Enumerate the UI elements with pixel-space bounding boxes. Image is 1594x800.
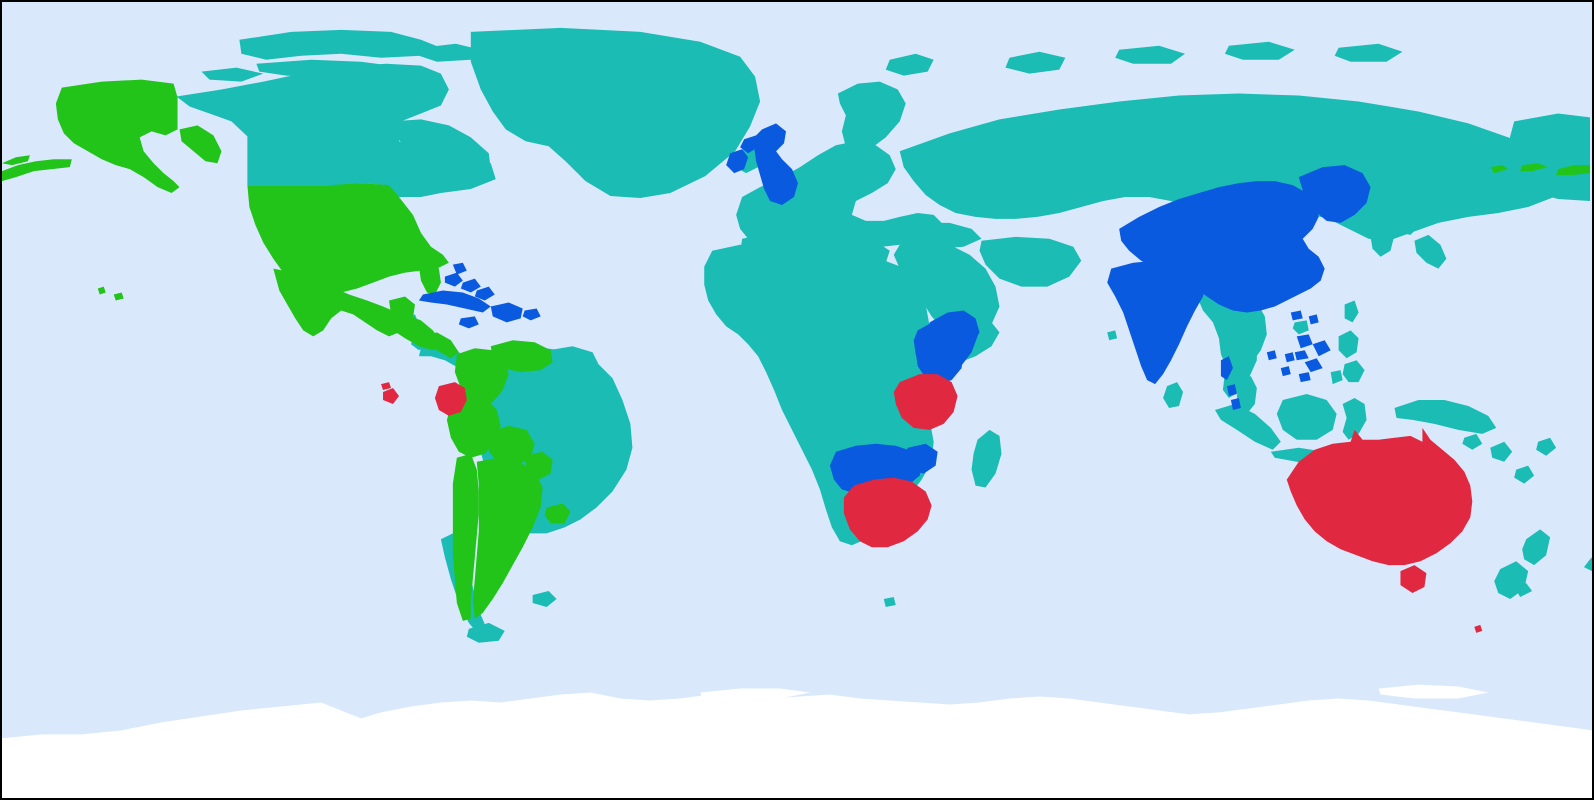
region-united-states[interactable] bbox=[247, 183, 449, 295]
region-zimbabwe[interactable] bbox=[903, 443, 938, 474]
region-madagascar[interactable] bbox=[971, 429, 1002, 488]
region-new-guinea[interactable] bbox=[1394, 400, 1497, 434]
region-turkey-caucasus[interactable] bbox=[887, 222, 982, 249]
region-florida[interactable] bbox=[418, 262, 441, 295]
region-china[interactable] bbox=[1119, 181, 1325, 313]
region-puerto-rico[interactable] bbox=[522, 308, 541, 321]
region-group-green bbox=[2, 79, 1591, 621]
region-tasmania[interactable] bbox=[1400, 565, 1427, 594]
region-sulawesi[interactable] bbox=[1342, 398, 1367, 440]
region-china-northeast[interactable] bbox=[1298, 165, 1371, 223]
region-hispaniola[interactable] bbox=[490, 302, 523, 323]
region-galapagos-islands[interactable] bbox=[381, 382, 400, 404]
region-south-africa[interactable] bbox=[843, 477, 932, 548]
region-arctic-islands[interactable] bbox=[885, 41, 1403, 76]
region-alaska[interactable] bbox=[55, 79, 180, 194]
region-andaman-nicobar-islands[interactable] bbox=[1220, 356, 1241, 410]
region-sri-lanka[interactable] bbox=[1163, 382, 1184, 408]
region-philippines[interactable] bbox=[1330, 330, 1365, 385]
region-scandinavia[interactable] bbox=[837, 81, 906, 154]
region-alaska-panhandle[interactable] bbox=[179, 125, 222, 164]
region-europe[interactable] bbox=[736, 141, 944, 255]
region-borneo[interactable] bbox=[1276, 394, 1337, 440]
region-canadian-arctic-islands[interactable] bbox=[201, 29, 481, 112]
region-indochina-peninsula[interactable] bbox=[1222, 332, 1257, 399]
region-japan[interactable] bbox=[1394, 202, 1447, 269]
region-russia-east-edge[interactable] bbox=[1506, 113, 1591, 201]
region-hawaii[interactable] bbox=[97, 286, 124, 301]
region-tanzania[interactable] bbox=[893, 374, 958, 430]
region-russia[interactable] bbox=[899, 93, 1569, 241]
region-cuba[interactable] bbox=[418, 290, 491, 313]
region-united-kingdom[interactable] bbox=[726, 123, 798, 205]
region-group-red bbox=[381, 374, 1483, 633]
region-colombia[interactable] bbox=[454, 348, 509, 406]
region-middle-east[interactable] bbox=[893, 240, 1000, 339]
region-canada[interactable] bbox=[176, 63, 496, 198]
region-ecuador[interactable] bbox=[434, 382, 467, 416]
region-taiwan[interactable] bbox=[1344, 300, 1359, 323]
region-sumatra[interactable] bbox=[1214, 403, 1281, 450]
region-uruguay[interactable] bbox=[544, 503, 571, 524]
region-tierra-del-fuego[interactable] bbox=[466, 622, 505, 643]
region-canada-east[interactable] bbox=[391, 119, 491, 178]
region-antarctica[interactable] bbox=[2, 692, 1592, 798]
region-aleutian-islands[interactable] bbox=[2, 155, 72, 182]
region-kamchatka[interactable] bbox=[1466, 147, 1507, 198]
region-argentina[interactable] bbox=[472, 457, 543, 619]
region-paraguay[interactable] bbox=[524, 451, 553, 480]
region-guianas[interactable] bbox=[544, 346, 599, 371]
region-group-blue bbox=[418, 123, 1371, 526]
region-korea[interactable] bbox=[1370, 222, 1395, 257]
region-india[interactable] bbox=[1107, 260, 1205, 385]
region-hainan[interactable] bbox=[1292, 320, 1309, 335]
region-group-antarctica bbox=[2, 684, 1592, 798]
region-greenland[interactable] bbox=[470, 27, 761, 199]
region-falkland-islands[interactable] bbox=[532, 591, 557, 607]
region-bahamas[interactable] bbox=[444, 262, 495, 301]
region-iceland[interactable] bbox=[684, 95, 727, 120]
region-iran-afghanistan[interactable] bbox=[979, 236, 1082, 287]
region-bolivia[interactable] bbox=[488, 425, 535, 466]
region-jamaica[interactable] bbox=[458, 316, 479, 329]
region-central-america-green[interactable] bbox=[387, 314, 459, 359]
region-venezuela[interactable] bbox=[490, 340, 553, 373]
region-new-zealand[interactable] bbox=[1494, 529, 1551, 599]
region-small-red-speck[interactable] bbox=[1474, 624, 1483, 633]
region-malay-peninsula[interactable] bbox=[1236, 376, 1257, 414]
region-pacific-islands[interactable] bbox=[1462, 433, 1557, 484]
region-chile[interactable] bbox=[452, 453, 479, 621]
region-aleutian-islands-west[interactable] bbox=[1490, 163, 1591, 176]
region-south-china-sea-islands[interactable] bbox=[1266, 310, 1331, 383]
region-group-teal bbox=[176, 27, 1592, 643]
region-australia[interactable] bbox=[1286, 427, 1473, 566]
region-mexico[interactable] bbox=[273, 268, 405, 337]
region-ethiopia-kenya-block[interactable] bbox=[913, 316, 978, 381]
